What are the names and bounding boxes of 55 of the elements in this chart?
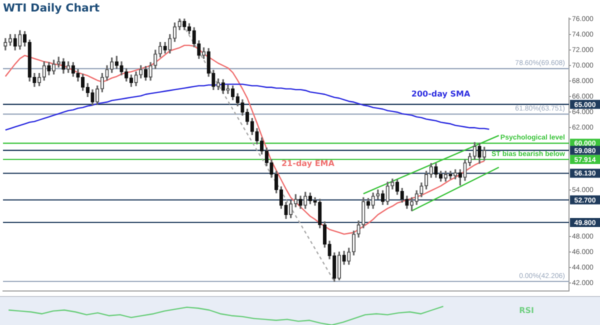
candlestick	[52, 60, 56, 74]
candlestick	[250, 118, 254, 136]
candlestick	[124, 68, 128, 82]
candlestick	[337, 252, 342, 280]
candlestick	[362, 197, 366, 228]
candlestick	[371, 192, 375, 209]
candlestick	[212, 70, 216, 90]
candlestick	[420, 182, 424, 198]
candlestick	[32, 73, 36, 87]
candlestick	[472, 142, 476, 160]
candlestick	[230, 85, 235, 100]
candlestick	[298, 196, 302, 209]
text: RSI	[519, 306, 534, 316]
candlestick	[264, 148, 268, 166]
candlestick	[47, 62, 51, 76]
candlestick	[154, 50, 158, 70]
candlestick	[380, 190, 385, 205]
candlestick	[482, 146, 486, 161]
candlestick	[424, 170, 428, 190]
candlestick	[90, 89, 94, 106]
candlestick	[129, 74, 134, 87]
candlestick	[144, 66, 148, 81]
candlestick	[148, 62, 152, 81]
candlestick	[405, 196, 409, 209]
candlestick	[134, 71, 138, 86]
candlestick	[110, 57, 114, 73]
candlestick	[260, 137, 264, 154]
chart-title: WTI Daily Chart	[3, 1, 100, 14]
candlestick	[13, 34, 17, 50]
candlestick	[168, 34, 172, 54]
candlestick	[158, 42, 162, 58]
candlestick	[18, 30, 22, 50]
candlestick	[356, 220, 360, 238]
candlestick	[386, 182, 390, 205]
candlestick	[448, 170, 452, 180]
candlestick	[478, 142, 482, 164]
candlestick	[342, 250, 346, 265]
candlestick	[255, 128, 259, 144]
candlestick	[71, 62, 75, 77]
candlestick	[284, 202, 288, 219]
candlestick	[352, 230, 356, 256]
candlestick	[120, 61, 124, 76]
candlestick	[390, 178, 394, 190]
text: 200-day SMA	[411, 89, 472, 98]
candlestick	[414, 190, 418, 205]
candlestick	[304, 192, 308, 209]
candlestick	[197, 40, 201, 59]
candlestick	[62, 58, 66, 74]
candlestick	[66, 61, 70, 73]
candlestick	[226, 84, 230, 94]
candlestick	[221, 79, 225, 94]
candlestick	[308, 192, 312, 204]
candlestick	[163, 42, 167, 54]
series-label: 21-day EMA	[281, 159, 336, 168]
candlestick	[347, 248, 351, 265]
